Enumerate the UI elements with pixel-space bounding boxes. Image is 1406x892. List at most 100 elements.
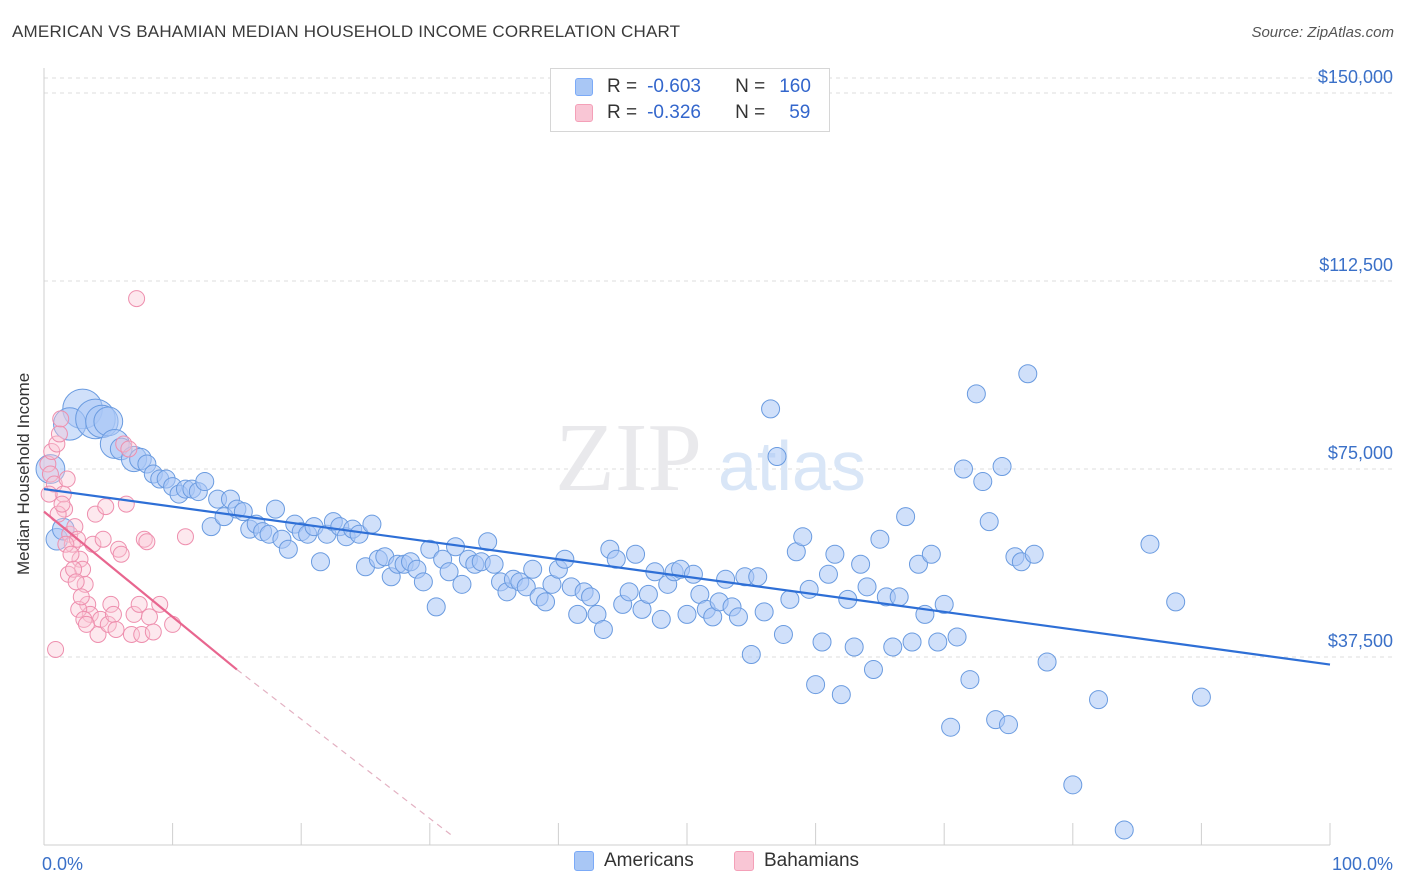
americans-point	[1191, 687, 1211, 707]
americans-point	[626, 544, 646, 564]
chart-title: AMERICAN VS BAHAMIAN MEDIAN HOUSEHOLD IN…	[12, 22, 681, 41]
watermark-zip: ZIP	[555, 404, 702, 512]
americans-point	[902, 632, 922, 652]
series-legend: Americans Bahamians	[0, 850, 1406, 878]
americans-point	[780, 589, 800, 609]
bahamians-point	[58, 470, 76, 488]
r-value: -0.326	[647, 102, 701, 123]
americans-point	[999, 715, 1018, 735]
americans-swatch	[575, 78, 593, 96]
americans-point	[812, 632, 832, 652]
americans-point	[1063, 775, 1083, 795]
americans-point	[201, 517, 221, 537]
americans-point	[413, 572, 433, 592]
bahamians-point	[70, 600, 88, 618]
americans-swatch	[574, 851, 594, 871]
bahamians-point	[67, 573, 85, 591]
americans-point	[883, 637, 903, 657]
americans-trend-line	[43, 487, 1331, 666]
y-tick-label: $150,000	[1318, 67, 1393, 87]
bahamians-point	[53, 495, 71, 513]
americans-point	[728, 607, 748, 627]
americans-point	[979, 512, 999, 532]
americans-point	[278, 539, 298, 559]
americans-point	[934, 594, 954, 614]
bahamians-point	[72, 588, 90, 606]
americans-point	[831, 685, 851, 705]
bahamians-trend-line	[43, 510, 238, 671]
bahamians-point	[115, 435, 133, 453]
americans-point	[716, 569, 736, 589]
americans-point	[536, 592, 556, 612]
bahamians-point	[110, 540, 128, 558]
n-value: 160	[779, 76, 811, 97]
bahamians-point	[40, 485, 58, 503]
watermark: ZIP atlas	[555, 404, 866, 512]
americans-point	[439, 562, 459, 582]
bahamians-point	[112, 545, 130, 563]
bahamians-point	[138, 533, 156, 551]
axes	[43, 68, 1331, 846]
americans-point	[908, 554, 928, 574]
americans-point	[793, 527, 813, 547]
americans-point	[638, 584, 658, 604]
legend-label-americans: Americans	[604, 850, 694, 871]
bahamians-point	[176, 528, 194, 546]
americans-point	[484, 554, 504, 574]
americans-point	[523, 559, 543, 579]
americans-point	[966, 384, 986, 404]
r-label: R =	[607, 102, 638, 123]
x-tick-label: 100.0%	[1332, 854, 1393, 874]
americans-point	[516, 577, 536, 597]
correlation-legend: R = -0.603 N = 160 R = -0.326 N = 59	[550, 68, 830, 132]
bahamians-trend-extension	[236, 669, 452, 836]
legend-row-bahamians: R = -0.326 N = 59	[575, 100, 810, 126]
bahamians-point	[75, 610, 93, 628]
bahamians-point	[39, 455, 57, 473]
americans-point	[947, 627, 967, 647]
n-value: 59	[789, 102, 811, 123]
americans-point	[870, 529, 890, 549]
americans-point	[748, 567, 768, 587]
americans-point	[973, 472, 993, 492]
bahamians-point	[52, 410, 70, 428]
grid-lines	[44, 77, 1395, 658]
americans-point	[426, 597, 446, 617]
legend-item-americans[interactable]: Americans	[574, 850, 694, 872]
watermark-atlas: atlas	[718, 427, 866, 505]
americans-point	[683, 564, 703, 584]
americans-point	[761, 399, 781, 419]
bahamians-point	[102, 595, 120, 613]
bahamians-point	[130, 595, 148, 613]
bahamians-point	[48, 435, 66, 453]
americans-point	[651, 609, 671, 629]
americans-point	[941, 717, 961, 737]
bahamians-point	[128, 290, 146, 308]
bahamians-point	[41, 465, 59, 483]
americans-point	[889, 587, 909, 607]
americans-point	[1140, 534, 1160, 554]
y-tick-label: $37,500	[1328, 631, 1393, 651]
americans-point	[767, 446, 787, 466]
americans-point	[619, 582, 639, 602]
americans-point	[825, 544, 845, 564]
tick-labels: $37,500 $75,000 $112,500 $150,000 0.0% 100.0%	[42, 67, 1393, 874]
bahamians-point	[62, 545, 80, 563]
bahamians-point	[77, 615, 95, 633]
americans-point	[1018, 364, 1038, 384]
americans-point	[896, 507, 916, 527]
americans-point	[851, 554, 871, 574]
legend-item-bahamians[interactable]: Bahamians	[734, 850, 859, 872]
bahamians-point	[50, 425, 68, 443]
bahamians-point	[65, 560, 83, 578]
americans-point	[863, 660, 883, 680]
americans-point	[581, 587, 601, 607]
bahamians-point	[97, 498, 115, 516]
n-label: N =	[735, 102, 766, 123]
bahamians-point	[57, 535, 75, 553]
bahamians-swatch	[734, 851, 754, 871]
americans-point	[195, 472, 215, 492]
americans-point	[806, 675, 826, 695]
americans-point	[265, 499, 285, 519]
